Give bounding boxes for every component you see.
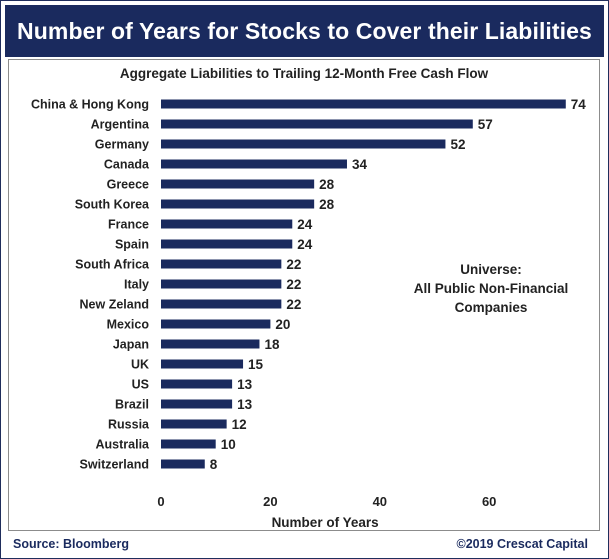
category-label: US — [132, 378, 149, 392]
category-label: South Africa — [75, 258, 150, 272]
data-label: 13 — [237, 377, 253, 392]
copyright-note: ©2019 Crescat Capital — [456, 537, 588, 551]
data-label: 52 — [450, 137, 465, 152]
data-label: 22 — [286, 257, 301, 272]
bar — [161, 299, 282, 309]
category-label: Mexico — [107, 318, 150, 332]
category-label: Argentina — [91, 118, 150, 132]
data-label: 15 — [248, 357, 264, 372]
category-label: Italy — [124, 278, 149, 292]
category-label: Germany — [95, 138, 149, 152]
bar — [161, 279, 282, 289]
title-bar: Number of Years for Stocks to Cover thei… — [5, 5, 604, 57]
annotation-line-1: Universe: — [460, 262, 522, 277]
data-label: 28 — [319, 177, 335, 192]
bar — [161, 439, 216, 449]
bar — [161, 179, 315, 189]
bar — [161, 219, 293, 229]
category-label: Australia — [96, 438, 151, 452]
bar — [161, 379, 233, 389]
data-label: 22 — [286, 277, 301, 292]
x-axis-title: Number of Years — [272, 515, 379, 530]
annotation-line-2: All Public Non-Financial — [413, 281, 569, 296]
category-label: New Zeland — [80, 298, 149, 312]
category-label: Russia — [108, 418, 150, 432]
bar — [161, 239, 293, 249]
data-label: 12 — [232, 417, 247, 432]
category-label: South Korea — [75, 198, 150, 212]
category-label: Greece — [107, 178, 149, 192]
bar — [161, 199, 315, 209]
category-label: UK — [131, 358, 149, 372]
data-label: 28 — [319, 197, 335, 212]
universe-annotation: Universe: All Public Non-Financial Compa… — [381, 260, 601, 317]
data-label: 13 — [237, 397, 253, 412]
category-label: France — [108, 218, 149, 232]
bar — [161, 119, 473, 129]
chart-subtitle: Aggregate Liabilities to Trailing 12-Mon… — [119, 66, 489, 81]
category-label: China & Hong Kong — [31, 98, 149, 112]
data-label: 74 — [571, 97, 587, 112]
bar — [161, 459, 205, 469]
bar — [161, 99, 566, 109]
chart-main-title: Number of Years for Stocks to Cover thei… — [17, 17, 592, 44]
x-tick-label: 40 — [373, 494, 387, 509]
category-label: Canada — [104, 158, 150, 172]
bar — [161, 399, 233, 409]
data-label: 18 — [264, 337, 280, 352]
category-label: Switzerland — [80, 458, 149, 472]
bar — [161, 339, 260, 349]
data-label: 22 — [286, 297, 301, 312]
bar — [161, 259, 282, 269]
data-label: 20 — [275, 317, 290, 332]
annotation-line-3: Companies — [454, 300, 528, 315]
data-label: 24 — [297, 217, 313, 232]
x-tick-label: 0 — [157, 494, 164, 509]
data-label: 57 — [478, 117, 493, 132]
x-tick-label: 60 — [482, 494, 496, 509]
category-label: Japan — [113, 338, 149, 352]
category-label: Brazil — [115, 398, 149, 412]
category-label: Spain — [115, 238, 149, 252]
data-label: 10 — [221, 437, 236, 452]
data-label: 34 — [352, 157, 368, 172]
bar — [161, 419, 227, 429]
data-label: 24 — [297, 237, 313, 252]
bar — [161, 139, 446, 149]
chart-panel: Aggregate Liabilities to Trailing 12-Mon… — [8, 59, 600, 531]
bar — [161, 319, 271, 329]
bar — [161, 159, 347, 169]
bar — [161, 359, 244, 369]
x-tick-label: 20 — [263, 494, 277, 509]
source-note: Source: Bloomberg — [13, 537, 129, 551]
bar-chart: China & Hong Kong 74 Argentina 57 Germany 52 C… — [31, 97, 587, 530]
data-label: 8 — [210, 457, 218, 472]
